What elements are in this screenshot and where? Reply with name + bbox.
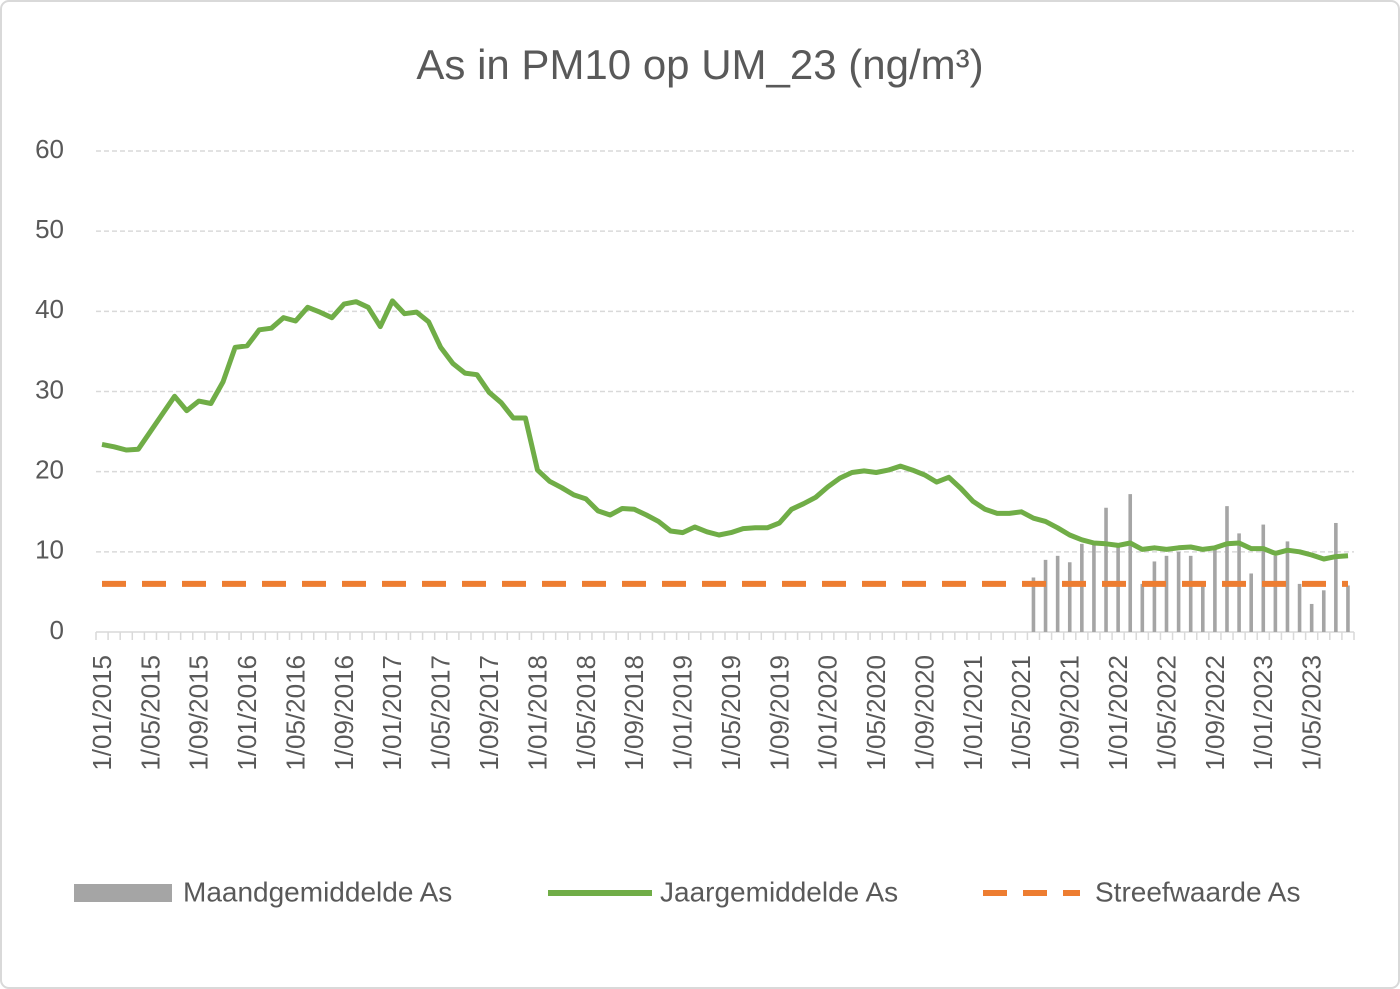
bar [1346, 585, 1350, 632]
x-tick-label: 1/05/2020 [861, 655, 891, 771]
legend-swatch [74, 884, 172, 902]
x-tick-label: 1/09/2018 [619, 655, 649, 771]
y-tick-label: 0 [50, 615, 64, 645]
bar [1164, 555, 1169, 632]
x-tick-label: 1/01/2023 [1248, 655, 1278, 771]
x-tick-label: 1/01/2021 [958, 655, 988, 771]
x-tick-label: 1/09/2022 [1200, 655, 1230, 771]
x-tick-label: 1/05/2016 [280, 655, 310, 771]
chart-title: As in PM10 op UM_23 (ng/m³) [416, 41, 983, 88]
bar [1092, 543, 1096, 632]
bar [1285, 541, 1290, 632]
y-tick-label: 40 [35, 294, 64, 324]
x-tick-label: 1/05/2019 [716, 655, 746, 771]
bar [1055, 555, 1060, 632]
bar [1334, 522, 1338, 632]
bar [1116, 543, 1120, 632]
bar [1031, 577, 1036, 632]
bar [1309, 603, 1314, 632]
x-tick-label: 1/01/2017 [377, 655, 407, 771]
bar [1152, 561, 1157, 632]
x-tick-label: 1/05/2017 [426, 655, 456, 771]
bar [1321, 590, 1326, 632]
bar [1104, 507, 1108, 632]
bar [1213, 547, 1217, 632]
x-tick-label: 1/09/2019 [764, 655, 794, 771]
x-tick-label: 1/05/2022 [1151, 655, 1181, 771]
y-tick-label: 30 [35, 374, 64, 404]
y-tick-label: 20 [35, 455, 64, 485]
bar [1080, 543, 1084, 632]
x-tick-label: 1/01/2015 [87, 655, 117, 771]
bar [1225, 506, 1229, 632]
x-tick-label: 1/09/2016 [329, 655, 359, 771]
legend-label: Jaargemiddelde As [660, 876, 898, 907]
bar [1273, 555, 1278, 632]
x-tick-label: 1/01/2020 [813, 655, 843, 771]
x-tick-label: 1/05/2021 [1006, 655, 1036, 771]
bar [1261, 524, 1266, 632]
x-tick-label: 1/05/2023 [1297, 655, 1327, 771]
x-tick-label: 1/01/2018 [522, 655, 552, 771]
y-tick-label: 10 [35, 535, 64, 565]
bar [1249, 573, 1253, 632]
bar [1188, 555, 1193, 632]
bar [1043, 559, 1048, 632]
x-tick-label: 1/01/2019 [668, 655, 698, 771]
x-tick-label: 1/01/2022 [1103, 655, 1133, 771]
x-tick-label: 1/09/2021 [1055, 655, 1085, 771]
legend-label: Maandgemiddelde As [183, 876, 452, 907]
bar [1200, 585, 1205, 632]
legend-label: Streefwaarde As [1095, 876, 1300, 907]
x-tick-label: 1/05/2015 [135, 655, 165, 771]
x-tick-label: 1/01/2016 [232, 655, 262, 771]
x-tick-label: 1/09/2020 [909, 655, 939, 771]
bar [1128, 494, 1133, 632]
x-tick-label: 1/09/2017 [474, 655, 504, 771]
y-tick-label: 60 [35, 134, 64, 164]
bar [1297, 583, 1302, 632]
y-tick-label: 50 [35, 214, 64, 244]
bar [1140, 583, 1145, 632]
line [101, 298, 1349, 562]
x-tick-label: 1/05/2018 [571, 655, 601, 771]
bar [1067, 562, 1072, 632]
x-tick-label: 1/09/2015 [184, 655, 214, 771]
bar [1176, 551, 1181, 632]
